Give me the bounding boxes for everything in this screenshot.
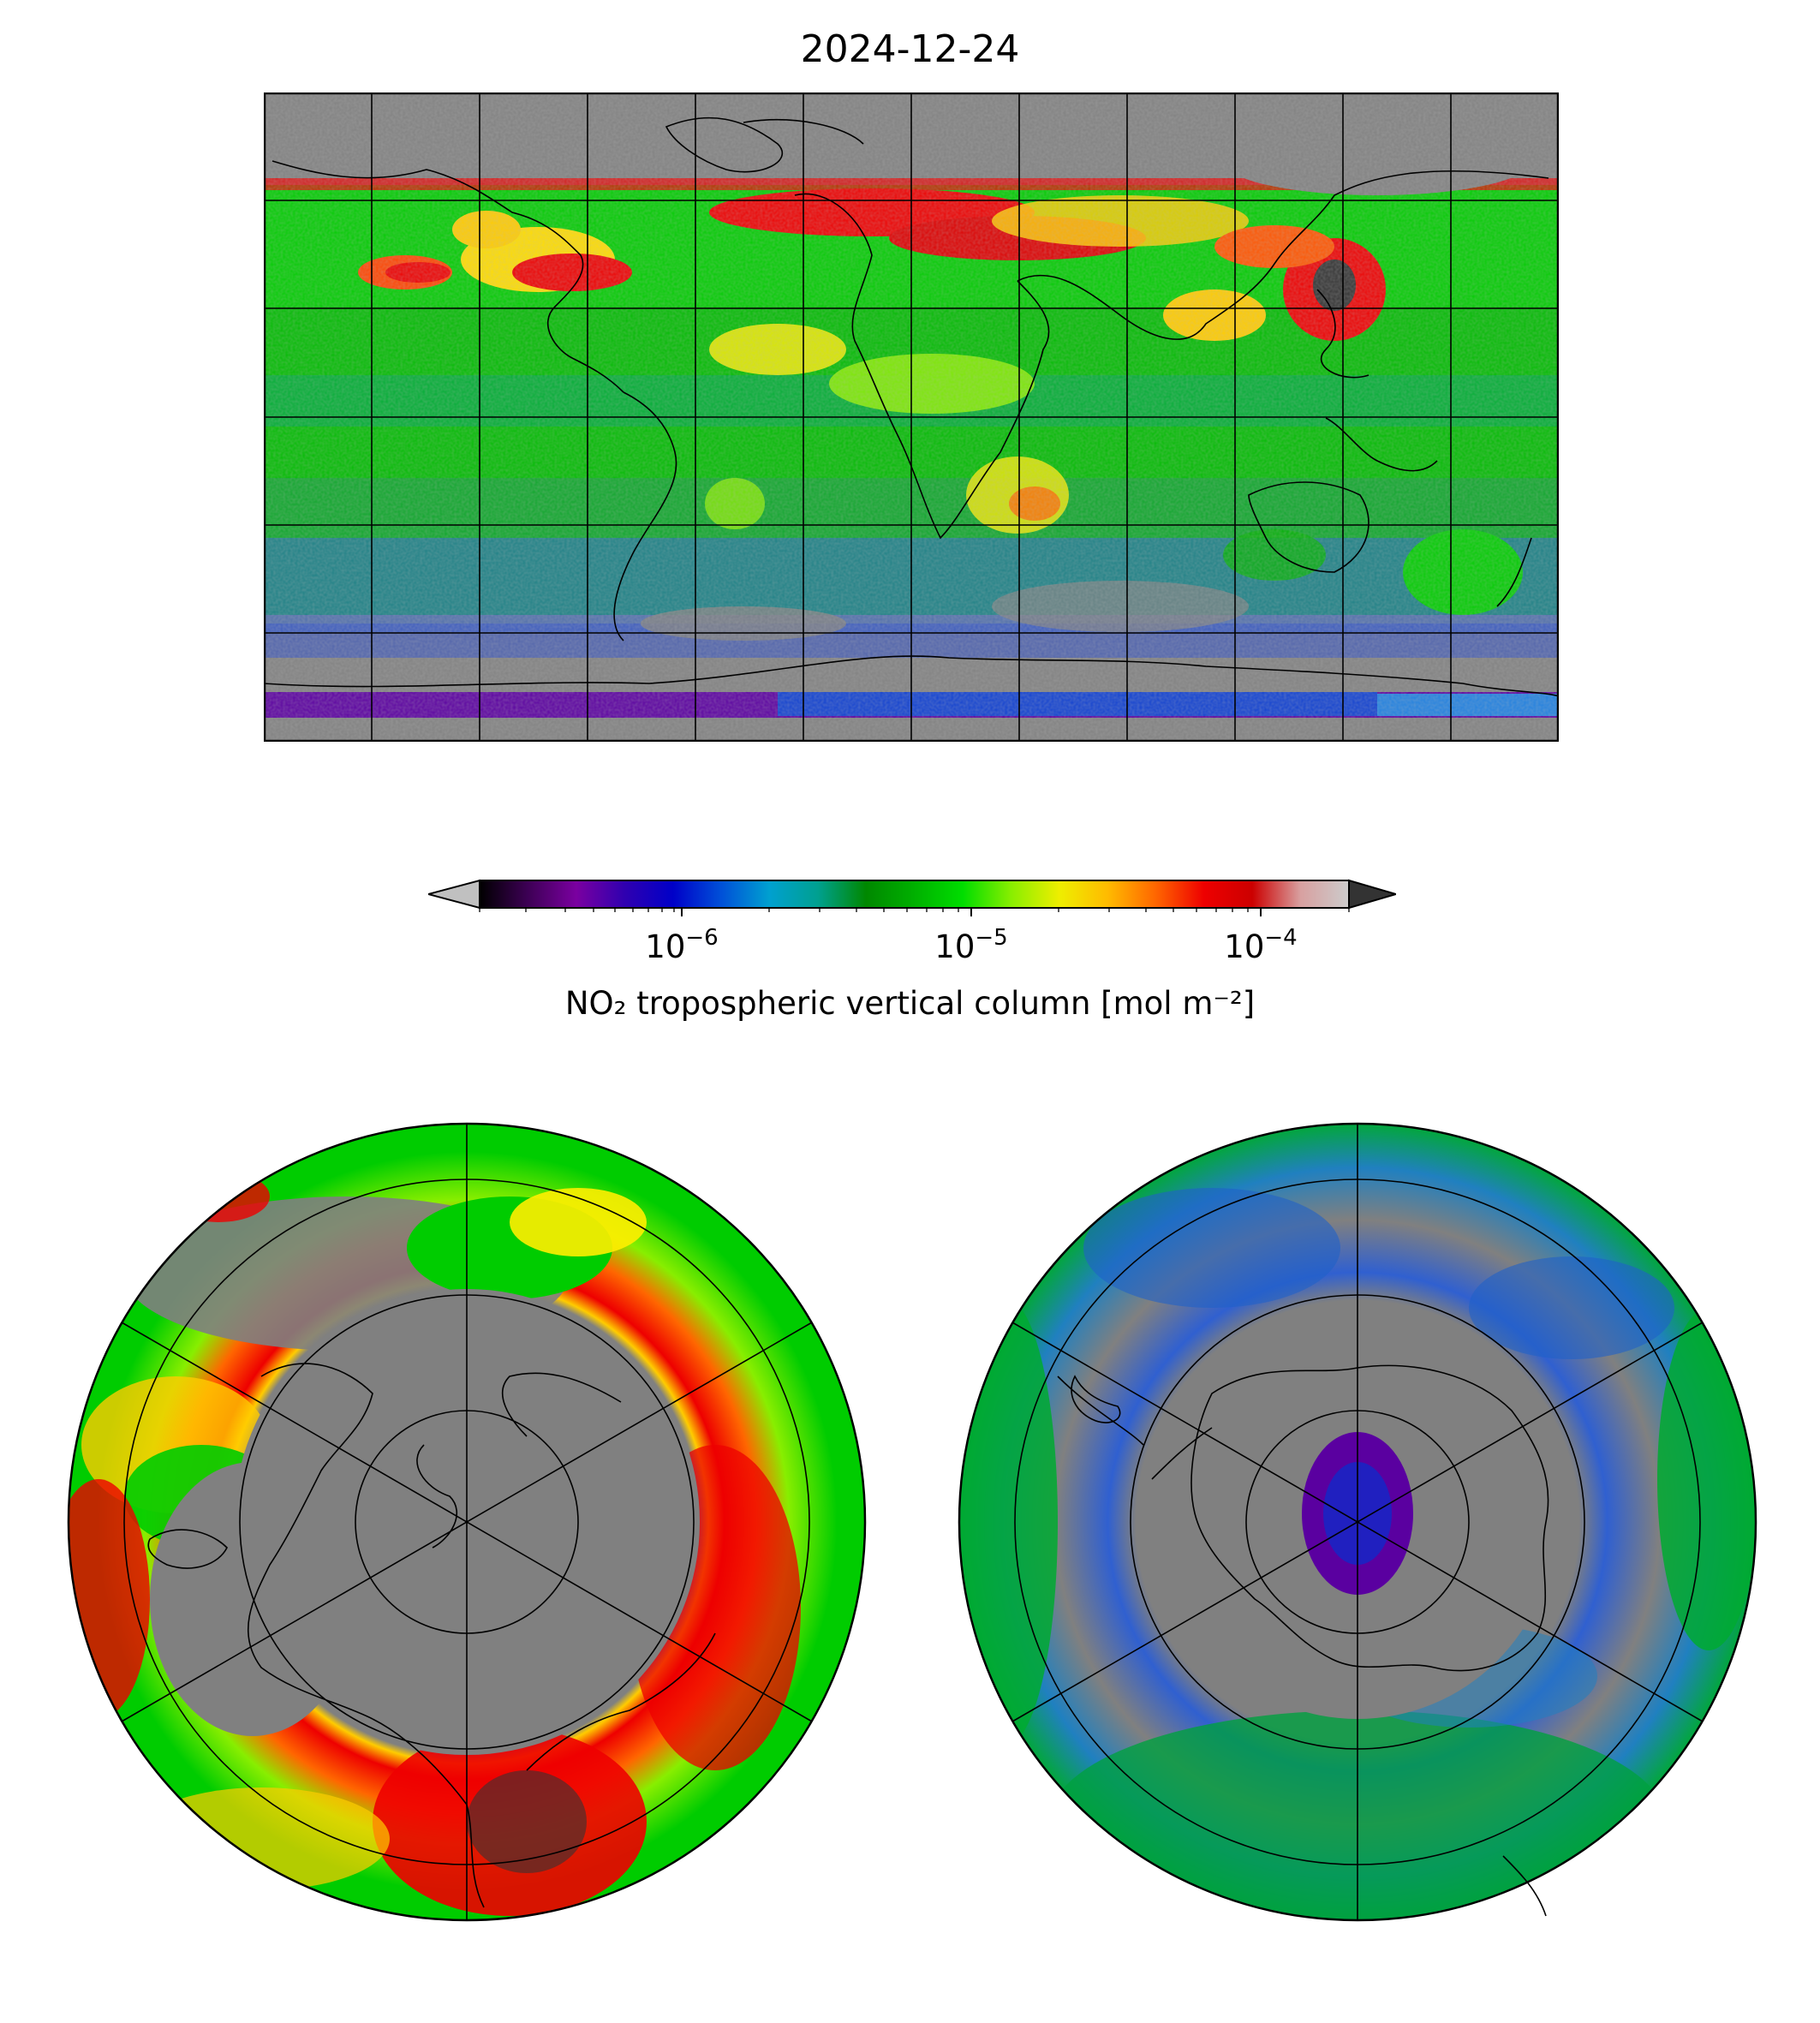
global-map	[264, 92, 1559, 742]
north-coastlines	[147, 1363, 716, 1908]
coastlines	[264, 116, 1559, 697]
colorbar-under-triangle	[428, 879, 480, 910]
north-graticule	[121, 1124, 813, 1920]
north-polar-map	[67, 1122, 867, 1922]
figure-title: 2024-12-24	[800, 27, 1020, 71]
north-map-frame	[67, 1122, 867, 1922]
colorbar-tick-label-1e-6: 10−6	[645, 925, 718, 965]
colorbar-over-triangle	[1348, 879, 1396, 910]
colorbar-tick-label-1e-5: 10−5	[934, 925, 1007, 965]
colorbar-minor-ticks	[479, 908, 1350, 912]
colorbar-major-ticks	[681, 908, 1262, 916]
south-map-frame	[958, 1122, 1757, 1922]
colorbar-bar	[479, 880, 1350, 909]
south-graticule	[1011, 1124, 1704, 1920]
map-frame	[264, 92, 1559, 742]
colorbar-tick-label-1e-4: 10−4	[1224, 925, 1297, 965]
graticule	[264, 92, 1559, 742]
colorbar: 10−6 10−5 10−4	[428, 879, 1396, 965]
south-polar-map	[958, 1122, 1757, 1922]
colorbar-label: NO₂ tropospheric vertical column [mol m⁻…	[564, 985, 1256, 1022]
